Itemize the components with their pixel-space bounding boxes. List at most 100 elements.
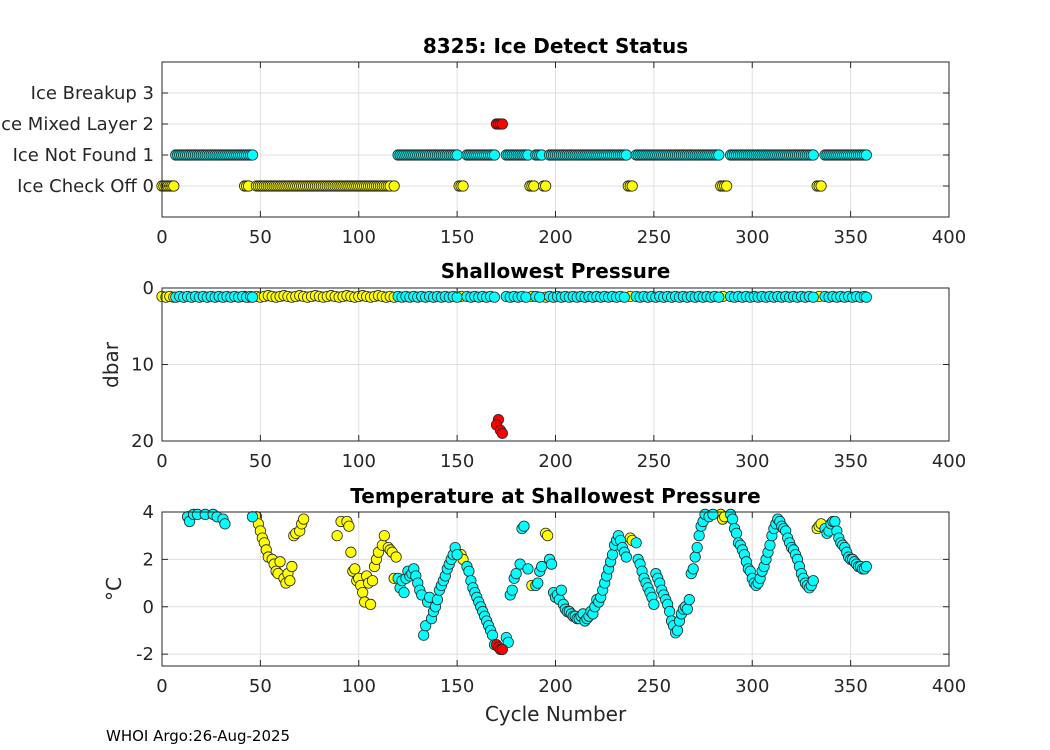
y-tick-label: -2 (136, 644, 154, 665)
x-tick-label: 50 (249, 227, 272, 248)
x-tick-label: 350 (833, 676, 867, 697)
point-ice-not-found (860, 560, 872, 573)
pressure-plot: 0 50 100 150 200 250 300 350 400 0 10 20 Shallowest… (99, 259, 966, 472)
point-ice-not-found (860, 149, 872, 161)
point-ice-not-found (545, 558, 558, 570)
point-ice-not-found (246, 291, 259, 303)
point-ice-not-found (451, 149, 463, 161)
point-ice-not-found (520, 291, 532, 303)
point-ice-mixed-layer (496, 427, 508, 439)
ice-status-marks (156, 118, 872, 192)
point-ice-check-off (298, 513, 310, 525)
point-ice-not-found (620, 149, 632, 161)
point-ice-check-off (626, 180, 638, 192)
point-ice-check-off (721, 180, 733, 192)
point-ice-not-found (807, 291, 819, 303)
point-ice-not-found (707, 508, 719, 520)
point-ice-not-found (486, 629, 499, 641)
x-tick-label: 250 (637, 676, 671, 697)
point-ice-not-found (620, 551, 632, 563)
x-tick-label: 0 (156, 227, 167, 248)
pressure-title: Shallowest Pressure (441, 259, 671, 283)
temperature-xlabel: Cycle Number (485, 702, 627, 726)
point-ice-not-found (398, 586, 410, 599)
point-ice-not-found (764, 539, 776, 551)
point-ice-not-found (606, 549, 619, 561)
x-tick-label: 100 (342, 227, 376, 248)
x-tick-label: 0 (156, 676, 167, 697)
point-ice-check-off (388, 180, 400, 192)
point-ice-not-found (555, 584, 568, 596)
ice-status-title: 8325: Ice Detect Status (423, 34, 688, 58)
x-tick-label: 400 (932, 227, 966, 248)
point-ice-not-found (713, 149, 725, 161)
x-tick-label: 350 (833, 227, 867, 248)
point-ice-check-off (345, 546, 357, 558)
point-ice-not-found (713, 291, 725, 303)
point-ice-not-found (671, 624, 684, 637)
point-ice-not-found (683, 594, 695, 606)
x-tick-label: 200 (538, 227, 572, 248)
point-ice-not-found (518, 520, 530, 532)
point-ice-not-found (506, 584, 518, 596)
point-ice-check-off (331, 530, 343, 542)
point-ice-not-found (246, 149, 259, 161)
x-tick-label: 400 (932, 676, 966, 697)
point-ice-not-found (534, 291, 546, 303)
y-tick-label: 10 (131, 355, 154, 376)
point-ice-check-off (357, 586, 369, 599)
point-ice-not-found (860, 291, 872, 303)
point-ice-check-off (168, 180, 180, 192)
point-ice-not-found (689, 551, 701, 563)
point-ice-not-found (463, 565, 475, 577)
x-tick-label: 200 (538, 451, 572, 472)
x-tick-label: 100 (342, 451, 376, 472)
x-tick-label: 150 (440, 676, 474, 697)
point-ice-check-off (349, 563, 361, 575)
x-tick-label: 100 (342, 676, 376, 697)
point-ice-not-found (687, 563, 699, 575)
point-ice-not-found (418, 629, 430, 641)
point-ice-check-off (815, 180, 827, 192)
point-ice-mixed-layer (496, 118, 508, 130)
point-ice-not-found (829, 515, 841, 528)
point-ice-not-found (691, 541, 703, 554)
y-tick-label: 20 (131, 431, 154, 452)
point-ice-not-found (510, 567, 522, 580)
x-tick-label: 200 (538, 676, 572, 697)
point-ice-not-found (807, 575, 819, 587)
pressure-ticks: 0 50 100 150 200 250 300 350 400 0 10 20 (131, 278, 966, 472)
x-tick-label: 350 (833, 451, 867, 472)
point-ice-not-found (726, 513, 739, 525)
x-tick-label: 50 (249, 451, 272, 472)
point-ice-not-found (431, 594, 444, 606)
y-tick-label: 4 (143, 502, 154, 523)
point-ice-not-found (532, 577, 544, 589)
x-tick-label: 300 (735, 676, 769, 697)
point-ice-not-found (630, 537, 642, 549)
y-tick-label: Ice Not Found 1 (13, 145, 154, 166)
point-ice-not-found (664, 605, 676, 618)
x-tick-label: 300 (735, 227, 769, 248)
point-ice-not-found (246, 511, 259, 523)
x-tick-label: 300 (735, 451, 769, 472)
y-tick-label: 0 (143, 278, 154, 299)
point-ice-not-found (648, 598, 660, 611)
y-tick-label: Ice Mixed Layer 2 (0, 114, 154, 135)
x-tick-label: 250 (637, 227, 671, 248)
footer-credit: WHOI Argo:26-Aug-2025 (106, 727, 290, 745)
point-ice-not-found (807, 149, 819, 161)
point-ice-check-off (284, 575, 296, 587)
y-tick-label: 2 (143, 549, 154, 570)
y-tick-label: Ice Check Off 0 (17, 176, 154, 197)
x-tick-label: 50 (249, 676, 272, 697)
x-tick-label: 0 (156, 451, 167, 472)
x-tick-label: 250 (637, 451, 671, 472)
ice-status-ticks: 0 50 100 150 200 250 300 350 400 Ice Check Off 0 I… (0, 62, 966, 248)
point-ice-not-found (681, 603, 693, 615)
point-ice-mixed-layer (496, 643, 508, 656)
point-ice-check-off (343, 520, 355, 532)
point-ice-not-found (522, 563, 534, 575)
